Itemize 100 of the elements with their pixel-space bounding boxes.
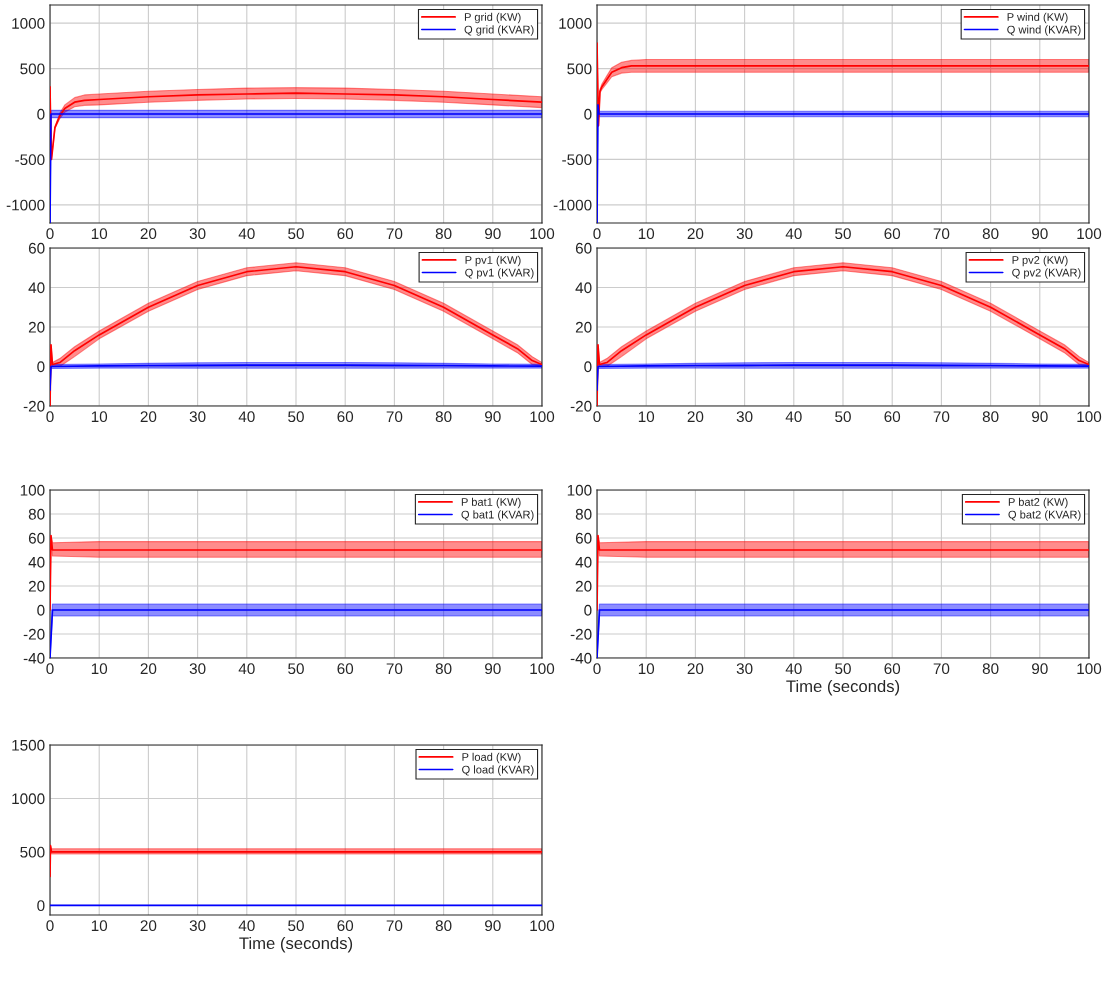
x-tick-label: 0 xyxy=(46,920,54,932)
x-tick-label: 10 xyxy=(91,663,108,675)
x-tick-label: 60 xyxy=(337,663,354,675)
x-tick-label: 60 xyxy=(337,228,354,240)
x-tick-label: 20 xyxy=(687,663,704,675)
x-tick-label: 70 xyxy=(933,228,950,240)
y-tick-label: 0 xyxy=(37,108,45,120)
y-tick-label: 60 xyxy=(575,532,592,544)
y-tick-label: -20 xyxy=(23,400,45,412)
x-tick-label: 70 xyxy=(386,228,403,240)
legend-label: P pv1 (KW) xyxy=(465,255,521,267)
legend-label: Q pv2 (KVAR) xyxy=(1012,268,1081,279)
y-tick-label: 80 xyxy=(28,508,45,520)
x-tick-label: 30 xyxy=(736,663,753,675)
x-tick-label: 20 xyxy=(140,228,157,240)
x-tick-label: 0 xyxy=(593,411,601,423)
x-tick-label: 80 xyxy=(435,920,452,932)
x-tick-label: 20 xyxy=(140,663,157,675)
x-tick-label: 40 xyxy=(785,663,802,675)
y-tick-label: 40 xyxy=(575,282,592,294)
x-tick-label: 10 xyxy=(638,663,655,675)
x-tick-label: 90 xyxy=(485,663,501,675)
x-tick-label: 80 xyxy=(982,411,999,423)
x-tick-label: 70 xyxy=(386,663,403,675)
x-tick-label: 90 xyxy=(485,411,501,423)
x-tick-label: 10 xyxy=(91,411,108,423)
legend-label: P bat2 (KW) xyxy=(1008,497,1068,509)
x-tick-label: 30 xyxy=(189,920,206,932)
x-tick-label: 30 xyxy=(189,228,206,240)
x-tick-label: 40 xyxy=(238,228,255,240)
x-tick-label: 60 xyxy=(884,411,901,423)
y-tick-label: -500 xyxy=(15,154,45,166)
y-tick-label: 100 xyxy=(20,484,45,496)
x-tick-label: 90 xyxy=(1032,411,1048,423)
x-tick-label: 20 xyxy=(140,411,157,423)
y-tick-label: 0 xyxy=(37,604,45,616)
y-tick-label: 20 xyxy=(575,580,592,592)
x-tick-label: 90 xyxy=(1032,663,1048,675)
x-tick-label: 70 xyxy=(933,663,950,675)
x-tick-label: 40 xyxy=(238,663,255,675)
x-tick-label: 30 xyxy=(189,411,206,423)
x-tick-label: 10 xyxy=(91,920,108,932)
y-tick-label: 0 xyxy=(584,604,592,616)
x-tick-label: 40 xyxy=(238,920,255,932)
legend-label: P pv2 (KW) xyxy=(1012,255,1068,267)
y-tick-label: -1000 xyxy=(553,199,592,211)
x-tick-label: 80 xyxy=(982,228,999,240)
x-tick-label: 60 xyxy=(884,663,901,675)
x-tick-label: 100 xyxy=(530,920,555,932)
x-tick-label: 90 xyxy=(485,228,501,240)
x-tick-label: 20 xyxy=(687,411,704,423)
y-tick-label: 1000 xyxy=(559,18,592,29)
legend-label: P grid (KW) xyxy=(464,12,521,24)
y-tick-label: -500 xyxy=(562,154,592,166)
x-axis-title: Time (seconds) xyxy=(239,936,353,953)
x-axis-title: Time (seconds) xyxy=(786,679,900,696)
x-tick-label: 0 xyxy=(593,663,601,675)
x-tick-label: 90 xyxy=(1032,228,1048,240)
x-tick-label: 40 xyxy=(785,228,802,240)
x-tick-label: 50 xyxy=(288,920,304,932)
x-tick-label: 30 xyxy=(736,228,753,240)
x-tick-label: 40 xyxy=(238,411,255,423)
x-tick-label: 50 xyxy=(835,663,851,675)
y-tick-label: 60 xyxy=(28,242,45,254)
x-tick-label: 0 xyxy=(593,228,601,240)
y-tick-label: 60 xyxy=(575,242,592,254)
x-tick-label: 100 xyxy=(1077,663,1102,675)
legend-label: P load (KW) xyxy=(462,752,521,764)
x-tick-label: 20 xyxy=(687,228,704,240)
y-tick-label: 20 xyxy=(575,321,592,333)
x-tick-label: 100 xyxy=(530,411,555,423)
legend-label: P wind (KW) xyxy=(1007,12,1068,24)
x-tick-label: 100 xyxy=(530,228,555,240)
y-tick-label: -20 xyxy=(23,628,45,640)
x-tick-label: 50 xyxy=(835,228,851,240)
x-tick-label: 50 xyxy=(835,411,851,423)
x-tick-label: 70 xyxy=(933,411,950,423)
y-tick-label: -40 xyxy=(23,652,45,664)
y-tick-label: 60 xyxy=(28,532,45,544)
y-tick-label: 40 xyxy=(575,556,592,568)
x-tick-label: 50 xyxy=(288,228,304,240)
x-tick-label: 70 xyxy=(386,411,403,423)
x-tick-label: 100 xyxy=(530,663,555,675)
x-tick-label: 80 xyxy=(982,663,999,675)
y-tick-label: 500 xyxy=(20,63,45,75)
y-tick-label: 0 xyxy=(584,361,592,373)
y-tick-label: 1000 xyxy=(12,793,45,805)
x-tick-label: 100 xyxy=(1077,411,1102,423)
y-tick-label: 0 xyxy=(37,900,45,912)
y-tick-label: -20 xyxy=(570,400,592,412)
y-tick-label: 500 xyxy=(567,63,592,75)
legend-label: Q bat2 (KVAR) xyxy=(1008,510,1081,521)
y-tick-label: 80 xyxy=(575,508,592,520)
legend-label: Q bat1 (KVAR) xyxy=(461,510,534,521)
y-tick-label: 1000 xyxy=(12,18,45,29)
y-tick-label: 0 xyxy=(37,361,45,373)
x-tick-label: 80 xyxy=(435,228,452,240)
x-tick-label: 40 xyxy=(785,411,802,423)
legend-label: Q grid (KVAR) xyxy=(464,25,534,36)
x-tick-label: 0 xyxy=(46,411,54,423)
